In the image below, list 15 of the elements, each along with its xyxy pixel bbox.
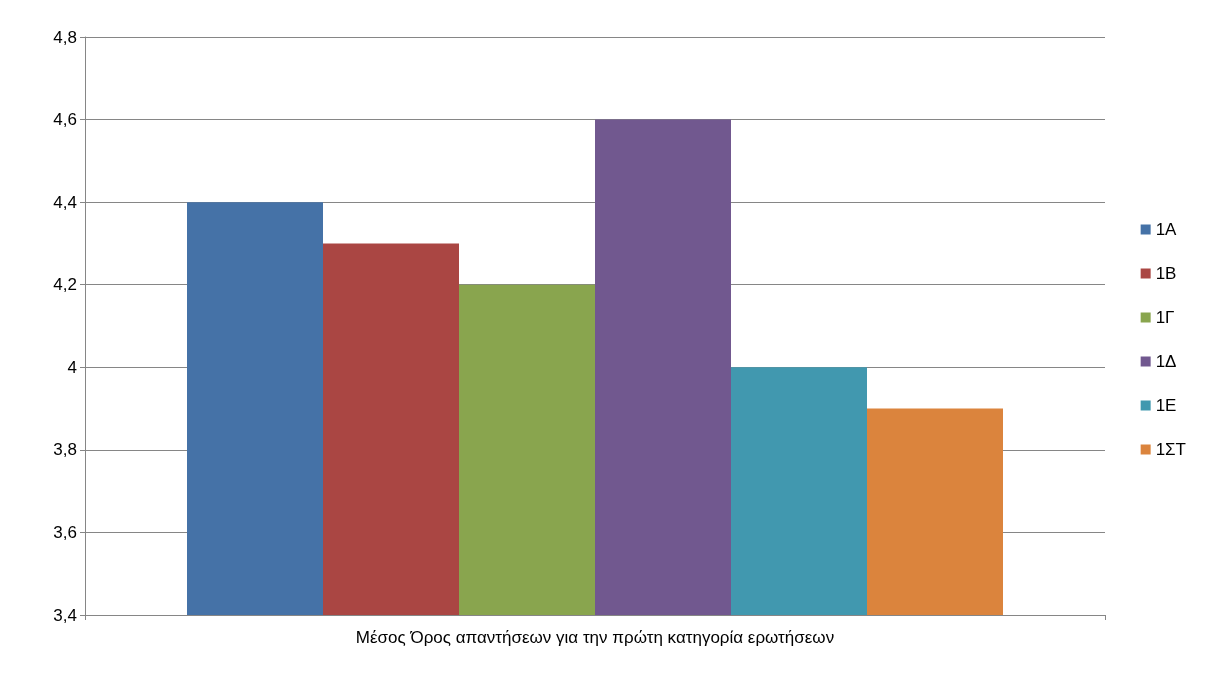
y-tick-label: 4 <box>67 357 77 377</box>
legend-label: 1Α <box>1155 220 1178 239</box>
y-tick-label: 3,8 <box>53 440 77 460</box>
legend-label: 1Δ <box>1155 352 1177 371</box>
legend-label: 1ΣΤ <box>1155 440 1187 459</box>
y-tick-label: 4,6 <box>53 110 77 130</box>
legend-label: 1Ε <box>1155 396 1177 415</box>
y-tick-label: 3,6 <box>53 522 77 542</box>
legend-label: 1Β <box>1155 264 1177 283</box>
y-tick-label: 4,4 <box>53 192 77 212</box>
y-tick-label: 3,4 <box>53 605 77 625</box>
x-tick-label: Μέσος Όρος απαντήσεων για την πρώτη κατηγορία ερωτήσεων <box>355 628 835 647</box>
y-tick-label: 4,8 <box>53 27 77 47</box>
legend-label: 1Γ <box>1155 308 1175 327</box>
y-tick-label: 4,2 <box>53 275 77 295</box>
